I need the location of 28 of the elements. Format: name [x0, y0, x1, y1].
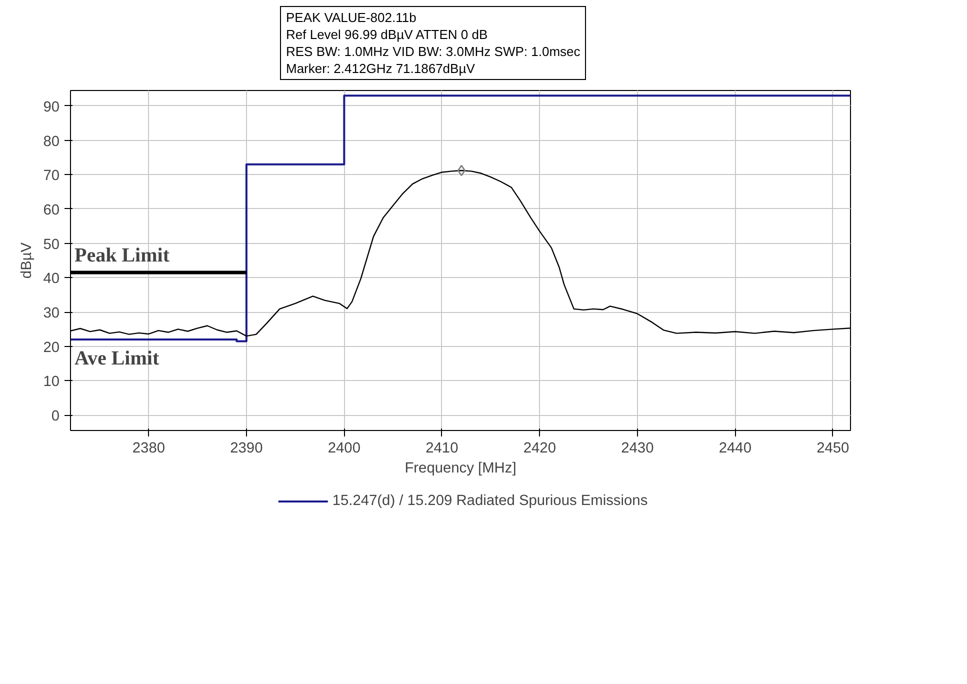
- y-tick-label: 90: [43, 99, 60, 116]
- y-tick-label: 70: [43, 168, 60, 184]
- y-tick-label: 30: [43, 306, 60, 322]
- y-tick-label: 80: [43, 134, 60, 150]
- x-tick-label: 2450: [816, 440, 850, 456]
- text: Ref Level 96.99 dBµV ATTEN 0 dB: [286, 26, 489, 43]
- annotation: Ave Limit: [74, 347, 160, 370]
- annotation: Peak Limit: [74, 244, 170, 267]
- x-tick-label: 2410: [426, 440, 458, 456]
- y-tick-label: 50: [43, 236, 60, 253]
- y-tick-label: 20: [43, 340, 60, 356]
- line-series: [70, 94, 850, 342]
- x-tick-label: 2390: [230, 440, 263, 456]
- x-tick-label: 2420: [523, 440, 556, 456]
- x-tick-label: 2380: [132, 440, 166, 456]
- x-tick-label: 2440: [718, 440, 752, 456]
- x-tick-label: 2400: [328, 440, 360, 456]
- text: PEAK VALUE-802.11b: [286, 9, 418, 26]
- y-axis-title: dBµV: [19, 242, 36, 279]
- text: Marker: 2.412GHz 71.1867dBµV: [286, 60, 476, 77]
- y-tick-label: 60: [43, 202, 60, 218]
- x-tick-label: 2430: [621, 440, 654, 456]
- y-tick-label: 0: [51, 408, 60, 425]
- y-tick-label: 40: [43, 271, 60, 288]
- x-axis-title: Frequency [MHz]: [404, 460, 516, 476]
- legend-label: 15.247(d) / 15.209 Radiated Spurious Emissions: [332, 493, 648, 509]
- text: RES BW: 1.0MHz VID BW: 3.0MHz SWP: 1.0msec: [286, 43, 580, 60]
- y-tick-label: 10: [43, 374, 60, 390]
